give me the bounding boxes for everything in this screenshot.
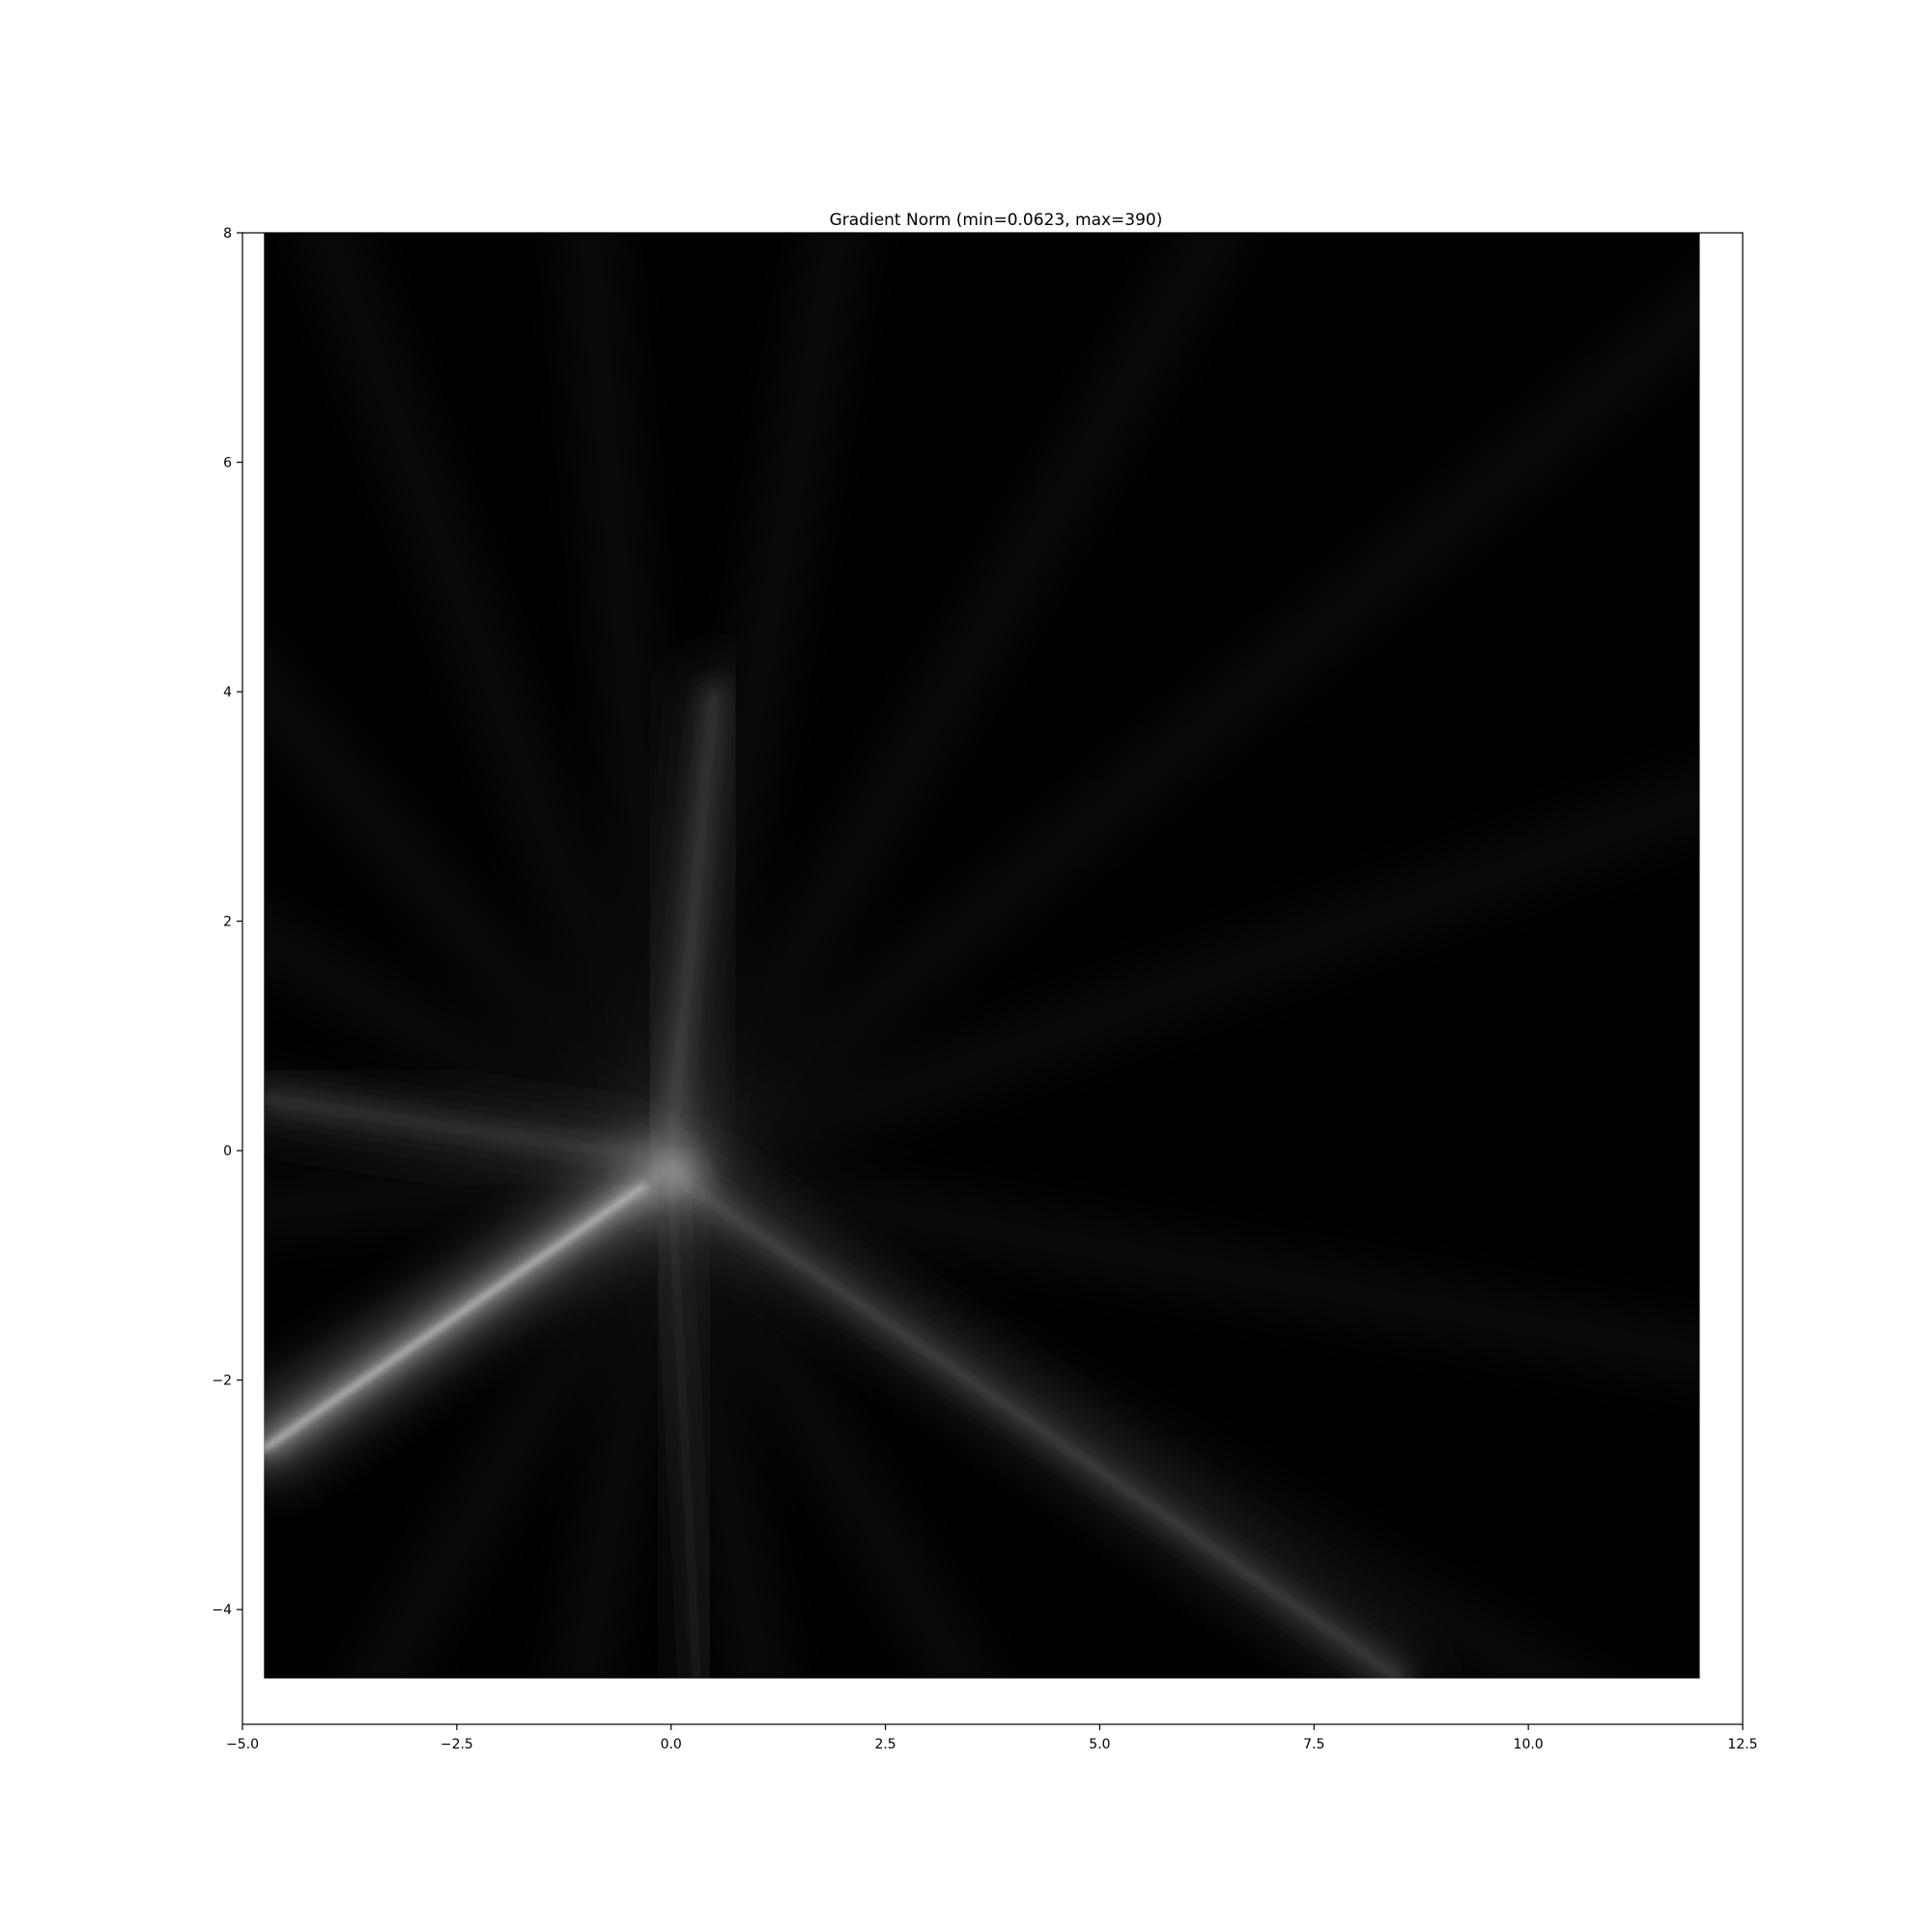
- heatmap-streak: [668, 1154, 1700, 1375]
- y-tick-label: 4: [223, 685, 232, 700]
- x-tick-label: 12.5: [1727, 1737, 1757, 1752]
- heatmap-streak: [264, 658, 687, 1186]
- x-tick-label: −2.5: [440, 1737, 473, 1752]
- chart-title: Gradient Norm (min=0.0623, max=390): [830, 211, 1163, 230]
- heatmap-streak: [569, 233, 691, 1176]
- y-tick-label: 6: [223, 456, 232, 471]
- heatmap-streak: [356, 1163, 689, 1679]
- heatmap-streak: [652, 1170, 781, 1679]
- x-tick-label: 0.0: [661, 1737, 682, 1752]
- heatmap-streak: [307, 233, 690, 1180]
- heatmap-streak: [264, 1156, 681, 1432]
- y-tick-label: −4: [212, 1603, 232, 1618]
- y-tick-label: 0: [223, 1144, 232, 1159]
- heatmap-streak: [654, 233, 1237, 1183]
- y-tick-label: 8: [223, 226, 232, 242]
- x-tick-label: 7.5: [1303, 1737, 1324, 1752]
- y-axis: −4 −2 0 2 4 6 8: [212, 226, 242, 1618]
- heatmap-streak: [264, 1153, 673, 1229]
- heatmap-streak: [562, 1170, 691, 1679]
- x-tick-label: 5.0: [1089, 1737, 1110, 1752]
- heatmap-center-glow: [647, 1150, 695, 1197]
- y-tick-label: 2: [223, 915, 232, 930]
- heatmap-streak: [264, 916, 681, 1191]
- heatmap-streak: [661, 1156, 1584, 1679]
- heatmap-streak: [654, 1163, 985, 1679]
- heatmap-streak: [664, 779, 1700, 1192]
- heatmap-streak: [652, 233, 857, 1178]
- heatmap-streak: [658, 285, 1700, 1189]
- x-tick-label: −5.0: [226, 1737, 259, 1752]
- y-tick-label: −2: [212, 1374, 232, 1389]
- x-tick-label: 10.0: [1514, 1737, 1544, 1752]
- heatmap-streak: [264, 1082, 675, 1193]
- x-tick-label: 2.5: [874, 1737, 895, 1752]
- x-axis: −5.0 −2.5 0.0 2.5 5.0 7.5 10.0 12.5: [226, 1724, 1758, 1752]
